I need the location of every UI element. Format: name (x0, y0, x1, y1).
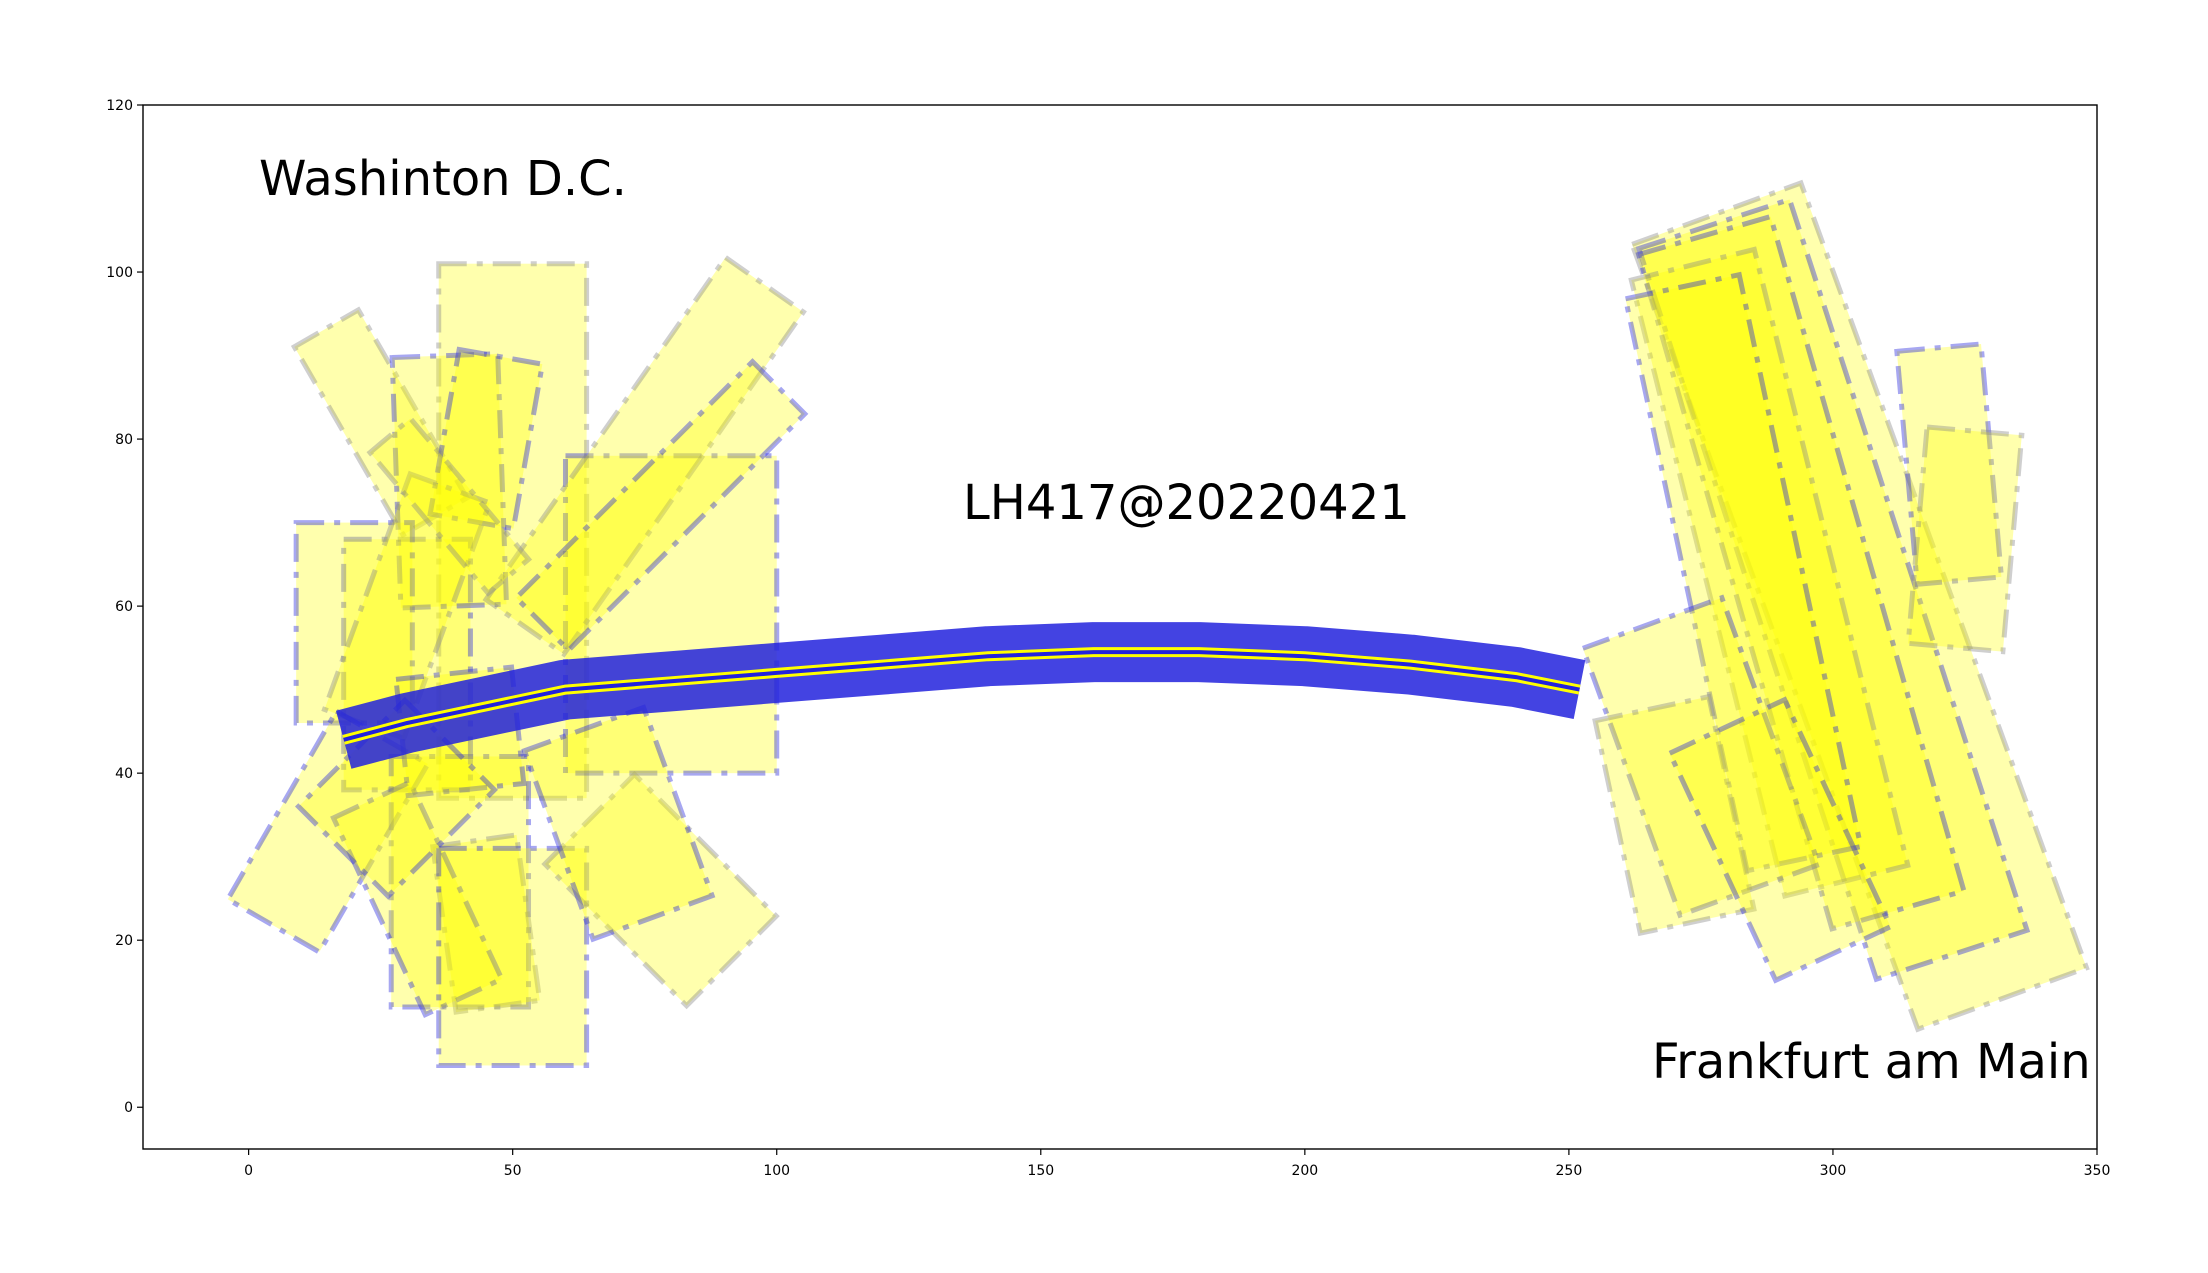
departure-panel (541, 770, 780, 1010)
departure-panel (330, 778, 506, 1019)
departure-panel (388, 753, 532, 1010)
arrival-panel (1628, 179, 2090, 1033)
departure-panel (290, 306, 471, 539)
departure-panel (521, 704, 716, 943)
arrival-panel (1905, 424, 2025, 655)
y-tick-label: 100 (106, 265, 133, 281)
y-tick-label: 120 (106, 98, 133, 114)
x-tick-label: 50 (504, 1163, 522, 1179)
arrival-panel (1635, 213, 1968, 932)
departure-panel (562, 453, 780, 776)
arrival-panel (1894, 341, 2005, 588)
plot-area (224, 179, 2090, 1068)
x-tick-label: 150 (1027, 1163, 1054, 1179)
y-tick-label: 60 (115, 599, 133, 615)
x-tick-label: 200 (1291, 1163, 1318, 1179)
arrival-panel (1628, 246, 1911, 900)
departure-panel (224, 707, 432, 956)
x-tick-label: 0 (244, 1163, 253, 1179)
departure-panel (389, 351, 510, 611)
arrival-panel (1579, 594, 1823, 919)
arrival-panel (1666, 696, 1894, 984)
y-tick-label: 0 (124, 1100, 133, 1116)
annotation-arrival-city: Frankfurt am Main (1652, 1034, 2091, 1090)
x-tick-label: 300 (1820, 1163, 1847, 1179)
y-tick-label: 40 (115, 766, 133, 782)
departure-panel (293, 520, 415, 726)
departure-panel (366, 415, 533, 597)
departure-panel (512, 358, 809, 654)
flight-path-centerline (343, 650, 1580, 742)
arrival-panel (1635, 196, 2031, 983)
arrival-panel (1622, 271, 1864, 874)
departure-panel (482, 254, 807, 658)
x-tick-label: 250 (1556, 1163, 1583, 1179)
annotation-departure-city: Washinton D.C. (259, 151, 627, 207)
y-tick-label: 20 (115, 933, 133, 949)
y-tick-label: 80 (115, 432, 133, 448)
departure-panel (427, 346, 546, 532)
arrival-panel (1592, 693, 1757, 937)
annotation-flight-id: LH417@20220421 (963, 475, 1410, 531)
departure-panel (436, 845, 590, 1068)
departure-panel (429, 832, 543, 1015)
departure-panel (321, 470, 493, 742)
departure-panel (294, 696, 498, 900)
x-tick-label: 100 (763, 1163, 790, 1179)
x-tick-label: 350 (2084, 1163, 2111, 1179)
axes-frame (142, 104, 2098, 1150)
axis-ticks: 0 50 100 150 200 250 300 350 0 20 40 60 80 100 120 (106, 98, 2110, 1179)
